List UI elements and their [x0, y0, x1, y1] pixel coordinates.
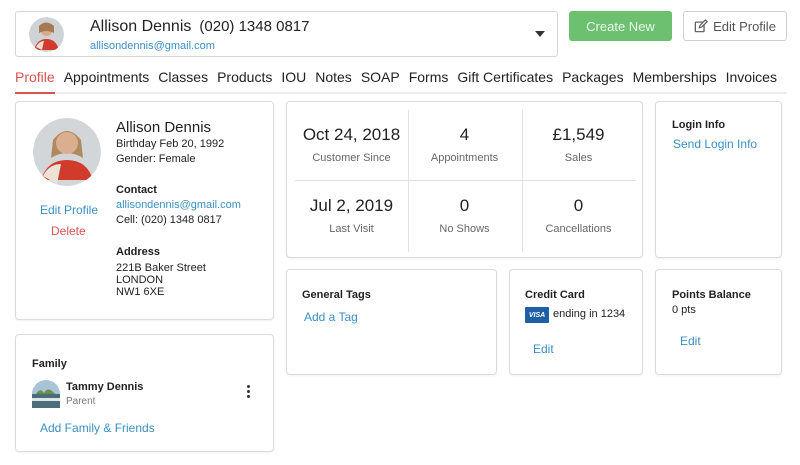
- chevron-down-icon[interactable]: [535, 31, 545, 37]
- tab-iou[interactable]: IOU: [281, 69, 307, 85]
- tab-profile[interactable]: Profile: [15, 66, 55, 94]
- credit-card-title: Credit Card: [525, 289, 585, 301]
- divider: [522, 110, 523, 252]
- points-balance-title: Points Balance: [672, 289, 751, 301]
- gender: Gender: Female: [116, 153, 196, 165]
- points-balance-card: Points Balance 0 pts Edit: [655, 269, 782, 375]
- send-login-info-link[interactable]: Send Login Info: [673, 137, 758, 151]
- tab-products[interactable]: Products: [217, 69, 273, 85]
- family-member-avatar: [32, 380, 60, 408]
- divider: [295, 180, 636, 181]
- stat-appointments: 4 Appointments: [430, 125, 499, 164]
- visa-icon: VISA: [525, 307, 549, 323]
- credit-card-edit-link[interactable]: Edit: [533, 342, 554, 356]
- stat-customer-since: Oct 24, 2018 Customer Since: [302, 125, 401, 164]
- edit-profile-button[interactable]: Edit Profile: [683, 11, 787, 41]
- pencil-square-icon: [694, 19, 708, 33]
- client-selector[interactable]: Allison Dennis (020) 1348 0817 allisonden…: [15, 11, 558, 57]
- create-new-button[interactable]: Create New: [569, 11, 672, 41]
- card-ending: ending in 1234: [553, 308, 626, 320]
- profile-photo: [33, 118, 101, 186]
- points-edit-link[interactable]: Edit: [680, 334, 701, 348]
- tab-classes[interactable]: Classes: [158, 69, 209, 85]
- tab-memberships[interactable]: Memberships: [632, 69, 717, 85]
- tab-bar: Profile Appointments Classes Products IO…: [15, 66, 787, 94]
- family-title: Family: [32, 358, 67, 370]
- tab-appointments[interactable]: Appointments: [63, 69, 150, 85]
- more-options-icon[interactable]: [247, 385, 251, 400]
- add-tag-link[interactable]: Add a Tag: [304, 310, 358, 324]
- stats-card: Oct 24, 2018 Customer Since 4 Appointments…: [286, 101, 643, 258]
- family-card: Family Tammy Dennis Parent Add Family & …: [15, 334, 274, 452]
- profile-card: Edit Profile Delete Allison Dennis Birth…: [15, 101, 274, 320]
- edit-profile-link[interactable]: Edit Profile: [40, 203, 99, 217]
- edit-profile-label: Edit Profile: [713, 18, 776, 34]
- client-email: allisondennis@gmail.com: [90, 40, 215, 52]
- tab-forms[interactable]: Forms: [408, 69, 449, 85]
- general-tags-title: General Tags: [302, 289, 371, 301]
- tab-gift-certificates[interactable]: Gift Certificates: [457, 69, 554, 85]
- stat-sales: £1,549 Sales: [552, 125, 605, 164]
- general-tags-card: General Tags Add a Tag: [286, 269, 497, 375]
- tab-soap[interactable]: SOAP: [360, 69, 400, 85]
- tab-packages[interactable]: Packages: [562, 69, 624, 85]
- stat-no-shows: 0 No Shows: [439, 196, 490, 235]
- credit-card-card: Credit Card VISA ending in 1234 Edit: [509, 269, 643, 375]
- address-line-1: 221B Baker Street: [116, 262, 206, 274]
- cell-phone: Cell: (020) 1348 0817: [116, 214, 222, 226]
- address-heading: Address: [116, 246, 161, 258]
- profile-email-link[interactable]: allisondennis@gmail.com: [116, 199, 241, 211]
- tab-notes[interactable]: Notes: [315, 69, 352, 85]
- client-avatar: [29, 17, 64, 52]
- contact-heading: Contact: [116, 184, 157, 196]
- delete-link[interactable]: Delete: [51, 224, 86, 238]
- client-name: Allison Dennis: [90, 18, 192, 35]
- birthday: Birthday Feb 20, 1992: [116, 138, 225, 150]
- address-line-3: NW1 6XE: [116, 286, 165, 298]
- client-name-phone: Allison Dennis (020) 1348 0817: [90, 18, 309, 36]
- client-phone: (020) 1348 0817: [199, 18, 310, 35]
- family-member-name[interactable]: Tammy Dennis: [66, 381, 144, 393]
- profile-name: Allison Dennis: [116, 119, 212, 136]
- login-info-card: Login Info Send Login Info: [655, 101, 782, 258]
- login-info-title: Login Info: [672, 119, 726, 131]
- family-member-relation: Parent: [66, 396, 96, 407]
- add-family-link[interactable]: Add Family & Friends: [40, 421, 155, 435]
- divider: [408, 110, 409, 252]
- tab-invoices[interactable]: Invoices: [725, 69, 777, 85]
- address-line-2: LONDON: [116, 274, 164, 286]
- stat-cancellations: 0 Cancellations: [545, 196, 612, 235]
- stat-last-visit: Jul 2, 2019 Last Visit: [309, 196, 394, 235]
- points-value: 0 pts: [672, 304, 696, 316]
